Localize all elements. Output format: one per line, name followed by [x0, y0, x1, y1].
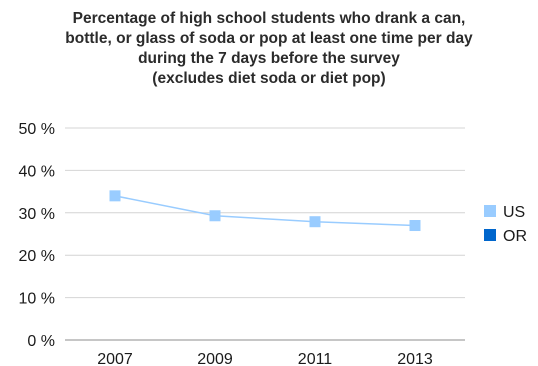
data-point-us	[109, 190, 121, 202]
x-tick-label: 2009	[197, 351, 233, 366]
title-line-2: bottle, or glass of soda or pop at least…	[65, 30, 473, 47]
chart-title: Percentage of high school students who d…	[0, 9, 538, 89]
y-tick-label: 40 %	[19, 163, 55, 180]
y-tick-label: 30 %	[19, 206, 55, 223]
title-line-1: Percentage of high school students who d…	[72, 10, 466, 27]
x-tick-label: 2011	[298, 351, 333, 366]
data-point-us	[209, 210, 221, 222]
y-tick-label: 0 %	[27, 333, 55, 350]
title-line-4: (excludes diet soda or diet pop)	[152, 70, 386, 87]
legend-swatch-or	[484, 229, 496, 241]
data-point-us	[409, 220, 421, 232]
legend-label-us: US	[503, 204, 525, 221]
legend-label-or: OR	[503, 228, 527, 245]
legend-swatch-us	[484, 205, 496, 217]
y-tick-label: 50 %	[19, 121, 55, 138]
series-line-us	[114, 195, 416, 227]
x-tick-label: 2007	[97, 351, 133, 366]
x-tick-label: 2013	[397, 351, 433, 366]
y-tick-label: 10 %	[19, 291, 55, 308]
title-line-3: during the 7 days before the survey	[138, 50, 400, 67]
data-point-us	[309, 216, 321, 228]
y-tick-label: 20 %	[19, 248, 55, 265]
